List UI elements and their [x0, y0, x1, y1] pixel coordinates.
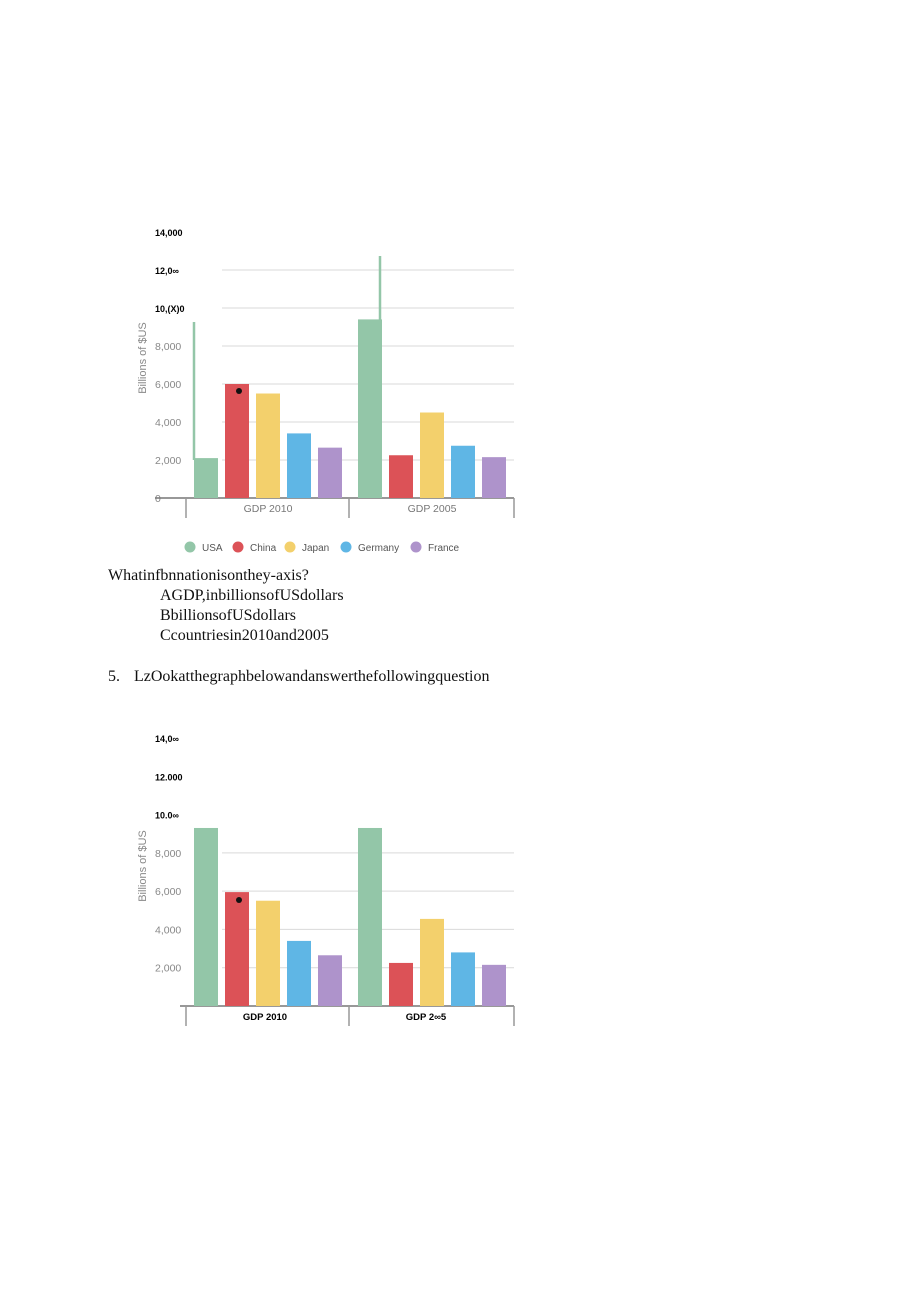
- y-axis-label: Billions of $US: [137, 322, 149, 394]
- legend-entry: USA: [202, 543, 223, 554]
- bar-china: [225, 384, 249, 498]
- bar-germany: [287, 940, 311, 1006]
- bar-usa: [358, 319, 382, 498]
- legend-entry: China: [250, 543, 277, 554]
- legend-entry: Japan: [302, 543, 329, 554]
- y-tick-label: 6,000: [155, 886, 181, 898]
- x-category-label: GDP 2005: [408, 503, 457, 515]
- y-tick-label: 10.0∞: [155, 811, 180, 821]
- bar-usa: [358, 827, 382, 1006]
- y-tick-label: 14,000: [155, 228, 183, 238]
- bar-japan: [256, 393, 280, 498]
- legend-swatch: [284, 541, 296, 553]
- bar-japan: [420, 412, 444, 498]
- bar-china: [389, 962, 413, 1006]
- bar-france: [318, 447, 342, 498]
- bar-japan: [256, 900, 280, 1006]
- x-category-label: GDP 2010: [243, 1012, 287, 1023]
- marker-dot: [236, 897, 242, 903]
- question-number: 5.: [108, 668, 120, 685]
- bar-germany: [451, 445, 475, 498]
- bar-germany: [287, 433, 311, 498]
- bar-china: [225, 892, 249, 1006]
- legend-swatch: [410, 541, 422, 553]
- option-c[interactable]: Ccountriesin2010and2005: [160, 627, 329, 644]
- x-category-label: GDP 2010: [244, 503, 293, 515]
- bar-france: [482, 457, 506, 498]
- y-tick-label: 10,(X)0: [155, 304, 185, 314]
- bar-france: [318, 955, 342, 1006]
- y-tick-label: 2,000: [155, 455, 181, 467]
- legend-entry: Germany: [358, 543, 399, 554]
- chart-1: 0 2,000 4,000 6,000 8,000 10,(X)0 12,0∞ 14,000 B…: [137, 228, 515, 554]
- bar-usa: [194, 458, 218, 498]
- y-tick-label: 4,000: [155, 924, 181, 936]
- bar-france: [482, 964, 506, 1006]
- bar-usa: [194, 827, 218, 1006]
- y-tick-label: 12,0∞: [155, 266, 180, 276]
- marker-dot: [236, 388, 242, 394]
- legend-swatch: [232, 541, 244, 553]
- y-tick-label: 0: [155, 493, 161, 505]
- legend-entry: France: [428, 543, 460, 554]
- question-text: Whatinfbnnationisonthey-axis?: [108, 567, 309, 584]
- y-axis-label: Billions of $US: [137, 830, 149, 902]
- y-tick-label: 6,000: [155, 379, 181, 391]
- x-category-label: GDP 2∞5: [406, 1012, 447, 1023]
- next-question-text: LzOokatthegraphbelowandanswerthefollowin…: [134, 668, 490, 685]
- option-a[interactable]: AGDP,inbillionsofUSdollars: [160, 587, 344, 604]
- bar-japan: [420, 918, 444, 1006]
- legend-swatch: [340, 541, 352, 553]
- legend-swatch: [184, 541, 196, 553]
- y-tick-label: 8,000: [155, 341, 181, 353]
- y-tick-label: 14,0∞: [155, 734, 180, 744]
- y-tick-label: 2,000: [155, 963, 181, 975]
- option-b[interactable]: BbillionsofUSdollars: [160, 607, 297, 624]
- y-tick-label: 12.000: [155, 772, 183, 782]
- bar-china: [389, 455, 413, 498]
- y-tick-label: 8,000: [155, 848, 181, 860]
- bar-germany: [451, 952, 475, 1006]
- y-tick-label: 4,000: [155, 417, 181, 429]
- chart-2: 2,000 4,000 6,000 8,000 10.0∞ 12.000 14,0∞ Bill…: [137, 734, 515, 1026]
